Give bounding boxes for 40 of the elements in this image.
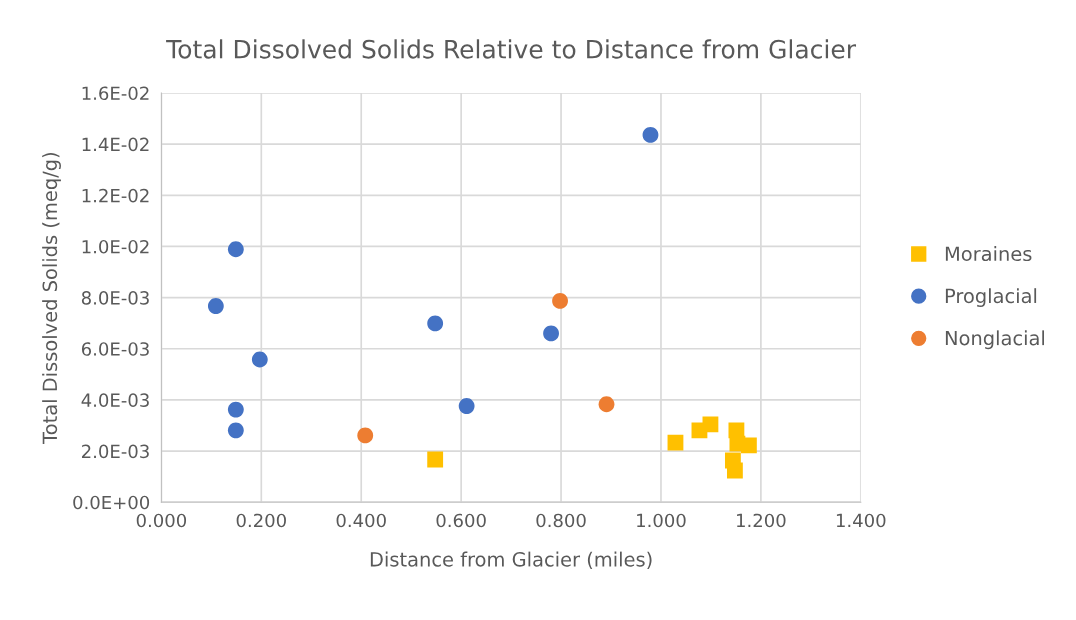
x-tick-label: 0.000 — [136, 513, 187, 528]
x-tick-label: 1.000 — [637, 513, 686, 528]
point — [667, 434, 684, 451]
point — [357, 427, 374, 444]
point — [207, 298, 224, 314]
legend-label: Nonglacial — [945, 330, 1045, 350]
x-tick-label: 0.200 — [236, 513, 286, 528]
point — [543, 325, 559, 342]
point — [251, 351, 268, 368]
point — [552, 293, 568, 309]
point — [740, 437, 757, 454]
x-axis-title: Distance from Glacier (miles) — [370, 551, 652, 569]
point — [642, 127, 659, 143]
y-tick-label: 4.0E-03 — [81, 393, 149, 408]
legend-label: Moraines — [945, 246, 1032, 262]
x-tick-label: 0.800 — [536, 513, 586, 528]
point — [227, 401, 244, 418]
legend-label: Proglacial — [945, 288, 1037, 308]
point — [458, 398, 475, 414]
y-tick-label: 1.4E-02 — [82, 137, 149, 152]
x-tick-label: 1.200 — [737, 513, 786, 528]
x-tick-label: 0.400 — [336, 513, 386, 528]
y-tick-label: 8.0E-03 — [81, 291, 149, 305]
y-tick-label: 0.0E+00 — [73, 495, 150, 510]
point — [427, 315, 444, 332]
y-tick-label: 1.6E-02 — [82, 86, 149, 101]
y-tick-label: 2.0E-03 — [82, 444, 149, 459]
point — [227, 241, 244, 258]
y-axis-title: Total Dissolved Solids (meq/g) — [42, 153, 61, 444]
point — [726, 462, 743, 479]
point — [702, 416, 719, 433]
point — [227, 422, 244, 439]
y-tick-label: 1.0E-02 — [82, 239, 149, 254]
x-tick-label: 0.600 — [436, 513, 486, 528]
y-tick-label: 1.2E-02 — [82, 188, 149, 203]
y-tick-label: 6.0E-03 — [81, 342, 149, 356]
chart-title: Total Dissolved Solids Relative to Distance from Glacier — [166, 39, 857, 59]
point — [427, 451, 444, 468]
point — [598, 396, 615, 413]
x-tick-label: 1.400 — [836, 513, 886, 528]
